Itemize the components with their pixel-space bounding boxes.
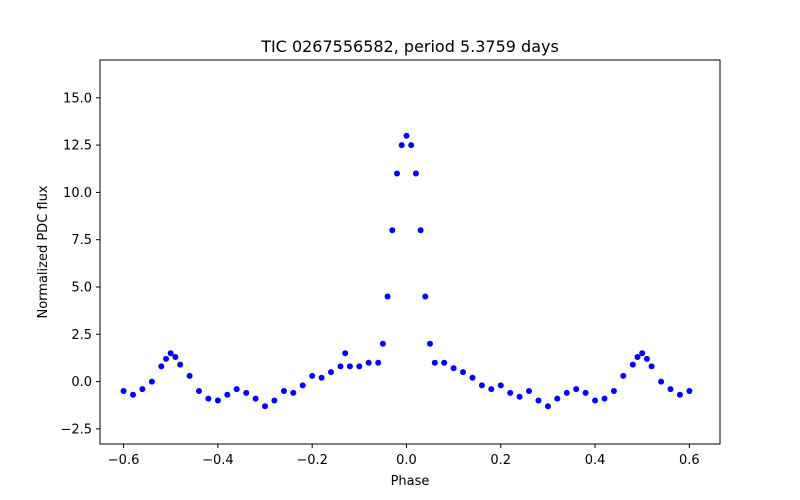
x-tick-label: −0.2 bbox=[296, 453, 328, 468]
data-point bbox=[290, 389, 297, 396]
data-point bbox=[342, 350, 349, 357]
data-point bbox=[544, 403, 551, 410]
data-point bbox=[196, 388, 202, 394]
x-tick-label: 0.2 bbox=[490, 453, 511, 468]
data-point bbox=[205, 395, 212, 402]
data-point bbox=[592, 397, 599, 404]
data-point bbox=[460, 369, 466, 376]
data-point bbox=[158, 363, 165, 370]
data-point bbox=[488, 386, 495, 393]
y-tick-label: 2.5 bbox=[71, 328, 92, 343]
data-point bbox=[328, 369, 334, 376]
data-point bbox=[422, 293, 429, 300]
data-point bbox=[610, 388, 617, 394]
data-point bbox=[601, 395, 608, 402]
data-point bbox=[427, 340, 433, 347]
data-point bbox=[309, 372, 316, 379]
x-tick-label: 0.4 bbox=[585, 453, 606, 468]
data-point bbox=[554, 395, 561, 402]
data-point bbox=[516, 393, 523, 400]
data-point bbox=[356, 363, 363, 370]
data-point bbox=[243, 389, 250, 396]
data-point bbox=[389, 227, 396, 234]
data-point bbox=[563, 389, 570, 396]
x-axis-label: Phase bbox=[391, 474, 430, 489]
y-tick-label: 5.0 bbox=[71, 280, 92, 295]
data-point bbox=[346, 363, 353, 370]
data-point bbox=[394, 170, 400, 177]
y-tick-label: 15.0 bbox=[63, 91, 92, 106]
x-axis: −0.6 −0.4 −0.2 0.0 0.2 0.4 0.6 bbox=[108, 444, 700, 468]
y-tick-label: −2.5 bbox=[60, 422, 92, 437]
data-point bbox=[214, 397, 221, 404]
plot-frame bbox=[99, 59, 721, 445]
data-point bbox=[535, 397, 542, 404]
data-point bbox=[497, 382, 504, 389]
data-point bbox=[398, 142, 405, 149]
chart-title: TIC 0267556582, period 5.3759 days bbox=[260, 37, 559, 56]
data-point bbox=[412, 170, 419, 177]
x-tick-label: 0.6 bbox=[679, 453, 700, 468]
data-point bbox=[365, 359, 372, 366]
y-tick-label: 7.5 bbox=[71, 233, 92, 248]
data-point bbox=[280, 388, 287, 394]
data-point bbox=[639, 350, 646, 357]
data-point bbox=[643, 355, 650, 362]
y-axis-label: Normalized PDC flux bbox=[36, 185, 51, 318]
data-point bbox=[130, 391, 136, 398]
data-point bbox=[139, 386, 146, 393]
data-point bbox=[337, 363, 344, 370]
data-point bbox=[148, 378, 155, 385]
data-point bbox=[252, 395, 259, 402]
x-tick-label: −0.4 bbox=[202, 453, 234, 468]
data-point bbox=[384, 293, 391, 300]
y-axis: −2.5 0.0 2.5 5.0 7.5 10.0 12.5 15.0 bbox=[60, 91, 100, 437]
data-point bbox=[186, 372, 193, 379]
data-point bbox=[478, 382, 485, 389]
data-point bbox=[120, 388, 127, 394]
x-tick-label: −0.6 bbox=[108, 453, 140, 468]
data-point bbox=[676, 391, 683, 398]
data-point bbox=[318, 374, 325, 381]
data-point bbox=[648, 363, 655, 370]
data-point bbox=[658, 378, 665, 385]
data-point bbox=[441, 359, 448, 366]
data-point bbox=[167, 350, 174, 357]
data-point bbox=[507, 389, 514, 396]
data-point bbox=[431, 359, 438, 366]
y-tick-label: 0.0 bbox=[71, 375, 92, 390]
scatter-points-layer bbox=[120, 132, 693, 410]
y-tick-label: 10.0 bbox=[63, 186, 92, 201]
data-point bbox=[271, 397, 278, 404]
data-point bbox=[450, 365, 457, 372]
data-point bbox=[686, 388, 693, 394]
data-point bbox=[379, 340, 386, 347]
x-tick-label: 0.0 bbox=[396, 453, 417, 468]
data-point bbox=[403, 132, 410, 139]
data-point bbox=[634, 354, 641, 360]
data-point bbox=[573, 386, 580, 393]
data-point bbox=[177, 361, 184, 368]
data-point bbox=[163, 355, 169, 362]
data-point bbox=[224, 391, 231, 398]
data-point bbox=[262, 403, 268, 410]
data-point bbox=[417, 227, 424, 234]
data-point bbox=[620, 372, 627, 379]
data-point bbox=[667, 386, 674, 393]
data-point bbox=[408, 142, 415, 149]
y-tick-label: 12.5 bbox=[63, 139, 92, 154]
data-point bbox=[233, 386, 240, 393]
data-point bbox=[375, 359, 382, 366]
data-point bbox=[629, 361, 636, 368]
data-point bbox=[299, 382, 306, 389]
data-point bbox=[469, 374, 476, 381]
data-point bbox=[582, 389, 589, 396]
data-point bbox=[172, 354, 179, 360]
data-point bbox=[526, 388, 532, 394]
